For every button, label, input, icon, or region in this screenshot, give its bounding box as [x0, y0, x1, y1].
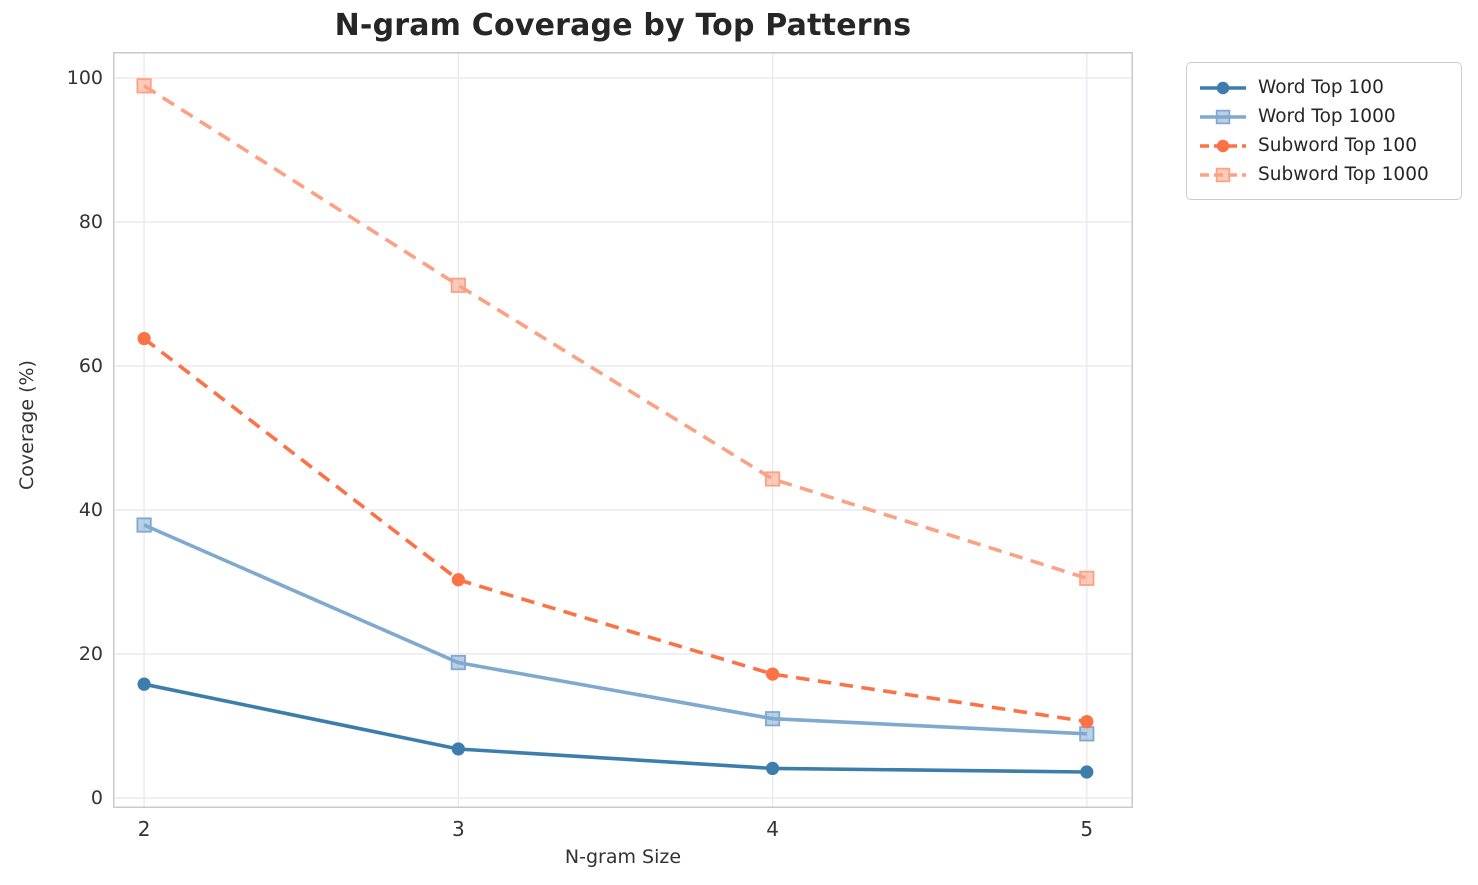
- plot-area: [113, 52, 1133, 808]
- y-axis-label: Coverage (%): [16, 360, 38, 490]
- series-line: [143, 337, 1088, 724]
- data-point-circle: [137, 331, 151, 346]
- y-tick-label: 60: [78, 354, 103, 377]
- series-subword-top-1000: [136, 78, 1095, 586]
- y-tick-label: 80: [78, 210, 103, 233]
- series-word-top-100: [137, 677, 1094, 779]
- legend-label: Word Top 1000: [1258, 106, 1396, 127]
- legend-item: Subword Top 1000: [1199, 160, 1447, 189]
- data-point-square: [764, 471, 781, 487]
- x-tick-label: 5: [1080, 817, 1094, 841]
- plot-border: [113, 52, 1133, 808]
- legend-sample-line: [1200, 167, 1246, 182]
- series-line: [143, 523, 1087, 736]
- x-tick-label: 2: [137, 817, 151, 841]
- data-point-circle: [451, 742, 465, 756]
- series-word-top-1000: [136, 517, 1095, 742]
- legend-label: Word Top 100: [1258, 77, 1384, 98]
- x-axis-label: N-gram Size: [564, 846, 682, 868]
- y-tick-label: 100: [66, 66, 103, 89]
- y-tick-label: 20: [78, 642, 103, 665]
- y-tick-label: 40: [78, 498, 103, 521]
- data-point-square: [136, 78, 152, 94]
- data-point-square: [1215, 167, 1231, 182]
- data-point-square: [136, 517, 152, 533]
- chart-title: N-gram Coverage by Top Patterns: [334, 8, 912, 43]
- data-point-circle: [1216, 139, 1230, 152]
- legend-sample-line: [1200, 109, 1246, 124]
- series-line: [143, 84, 1088, 581]
- data-point-square: [1079, 570, 1095, 586]
- legend-label: Subword Top 100: [1258, 135, 1417, 156]
- series-line: [143, 682, 1087, 774]
- data-point-circle: [1216, 81, 1230, 94]
- legend-sample-line: [1200, 81, 1246, 94]
- legend-sample-line: [1200, 139, 1246, 152]
- data-point-square: [764, 711, 781, 727]
- data-point-square: [1215, 109, 1231, 124]
- legend-item: Subword Top 100: [1199, 131, 1447, 160]
- data-point-circle: [451, 573, 465, 587]
- data-point-circle: [137, 677, 151, 691]
- data-point-square: [450, 654, 466, 671]
- x-tick-label: 4: [766, 817, 779, 841]
- data-point-circle: [765, 667, 780, 681]
- legend-label: Subword Top 1000: [1258, 164, 1429, 185]
- legend: Word Top 100 Word Top 1000 Subword Top 100…: [1186, 62, 1462, 200]
- data-point-circle: [765, 761, 780, 776]
- data-point-square: [450, 277, 466, 293]
- x-tick-label: 3: [451, 817, 465, 841]
- legend-item: Word Top 100: [1199, 73, 1447, 102]
- y-tick-label: 0: [90, 786, 103, 809]
- data-point-circle: [1080, 715, 1094, 729]
- data-point-circle: [1080, 765, 1094, 779]
- series-subword-top-100: [137, 331, 1094, 729]
- legend-item: Word Top 1000: [1199, 102, 1447, 131]
- data-point-square: [1079, 726, 1095, 742]
